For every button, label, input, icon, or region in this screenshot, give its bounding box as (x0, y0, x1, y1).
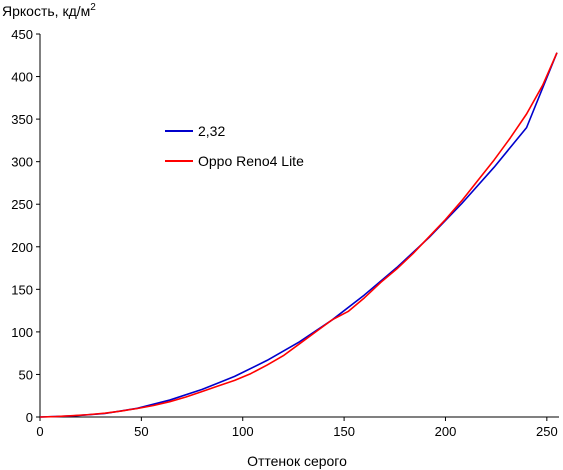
legend-label: 2,32 (198, 123, 225, 139)
series-layer (39, 52, 558, 418)
y-tick-label: 100 (11, 325, 33, 340)
y-tick-label: 350 (11, 112, 33, 127)
y-tick-label: 450 (11, 27, 33, 42)
y-tick-label: 400 (11, 70, 33, 85)
x-tick-label: 100 (232, 424, 254, 439)
x-tick-label: 0 (36, 424, 43, 439)
legend: 2,32 Oppo Reno4 Lite (165, 123, 304, 169)
x-tick-label: 50 (134, 424, 148, 439)
series-line-1 (39, 52, 558, 418)
y-axis-title-superscript: 2 (90, 2, 96, 13)
y-tick-label: 300 (11, 155, 33, 170)
series-line-0 (39, 52, 558, 418)
y-tick-label: 150 (11, 282, 33, 297)
axes: 0 50 100 150 200 250 300 350 400 450 0 50 100 150 200 2… (11, 27, 559, 439)
legend-label: Oppo Reno4 Lite (198, 153, 304, 169)
x-tick-label: 200 (435, 424, 457, 439)
x-axis-title: Оттенок серого (247, 453, 347, 469)
x-tick-label: 250 (536, 424, 558, 439)
y-tick-label: 50 (19, 367, 33, 382)
y-axis-title-text: Яркость, кд/м (2, 3, 90, 19)
y-tick-label: 200 (11, 240, 33, 255)
y-tick-label: 250 (11, 197, 33, 212)
y-tick-label: 0 (26, 410, 33, 425)
y-axis-title: Яркость, кд/м2 (2, 2, 96, 19)
x-tick-label: 150 (333, 424, 355, 439)
